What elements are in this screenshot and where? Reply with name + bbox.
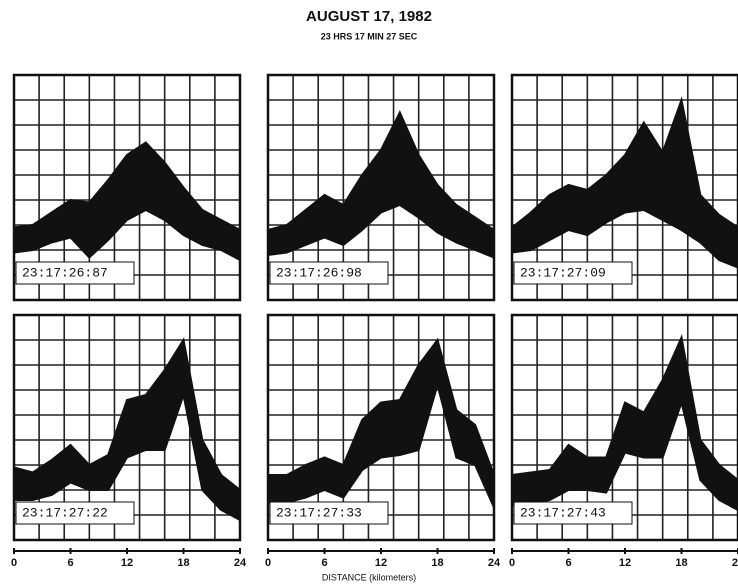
x-tick-label: 6 xyxy=(565,557,571,569)
timestamp: 23:17:27:43 xyxy=(520,505,606,520)
trace-band xyxy=(14,143,240,261)
x-tick-label: 0 xyxy=(11,557,17,569)
figure: AUGUST 17, 1982 23 HRS 17 MIN 27 SEC DIS… xyxy=(0,0,738,588)
x-tick-label: 18 xyxy=(431,557,443,569)
page: {"title": "AUGUST 17, 1982", "subtitle":… xyxy=(0,0,738,588)
timestamp: 23:17:27:33 xyxy=(276,505,362,520)
subtitle: 23 HRS 17 MIN 27 SEC xyxy=(321,31,418,41)
x-axis-label: DISTANCE (kilometers) xyxy=(322,572,416,582)
x-tick-label: 24 xyxy=(488,557,501,569)
x-tick-label: 0 xyxy=(265,557,271,569)
x-tick-label: 24 xyxy=(732,557,738,569)
trace-band xyxy=(14,340,240,520)
timestamp: 23:17:27:09 xyxy=(520,265,606,280)
x-tick-label: 24 xyxy=(234,557,247,569)
x-tick-label: 18 xyxy=(177,557,189,569)
timestamp: 23:17:26:87 xyxy=(22,265,108,280)
timestamp: 23:17:26:98 xyxy=(276,265,362,280)
trace-band xyxy=(512,338,738,511)
x-tick-label: 18 xyxy=(675,557,687,569)
x-tick-label: 12 xyxy=(619,557,631,569)
x-tick-label: 6 xyxy=(321,557,327,569)
title: AUGUST 17, 1982 xyxy=(306,8,432,25)
trace-band xyxy=(268,113,494,258)
x-tick-label: 12 xyxy=(375,557,387,569)
x-tick-label: 12 xyxy=(121,557,133,569)
x-tick-label: 6 xyxy=(67,557,73,569)
x-tick-label: 0 xyxy=(509,557,515,569)
timestamp: 23:17:27:22 xyxy=(22,505,108,520)
